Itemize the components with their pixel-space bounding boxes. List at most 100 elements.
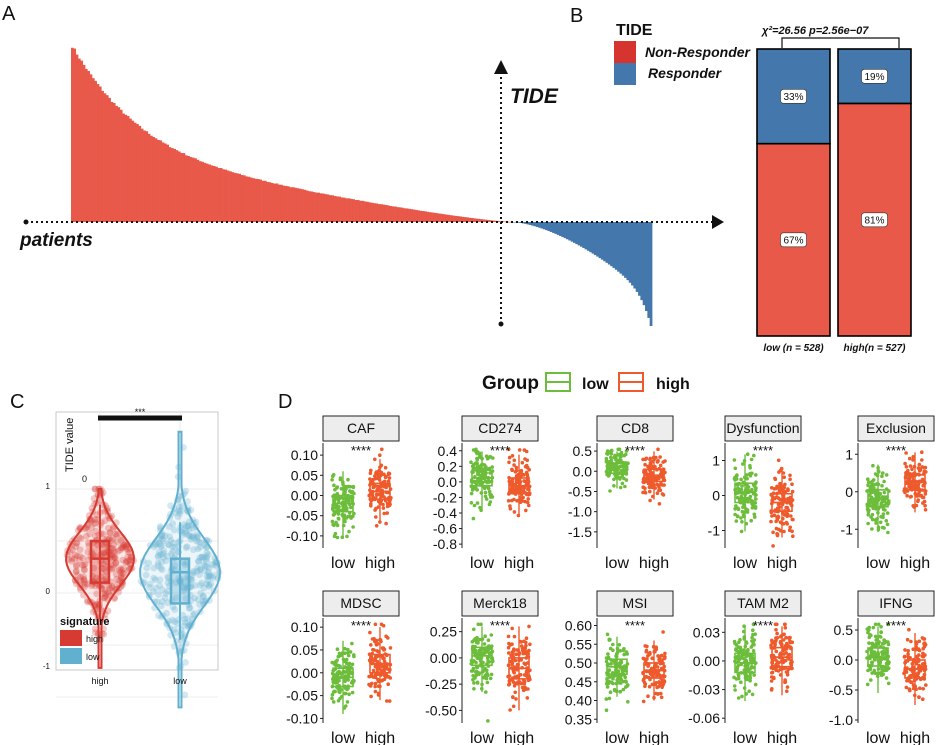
waterfall-bar — [245, 176, 249, 222]
jitter-point — [158, 532, 166, 539]
data-point — [659, 666, 664, 671]
data-point — [736, 663, 740, 668]
jitter-point — [99, 590, 107, 598]
jitter-point — [100, 594, 108, 602]
data-point — [608, 690, 613, 694]
data-point — [775, 506, 780, 511]
jitter-point — [182, 659, 189, 666]
data-point — [732, 458, 737, 462]
waterfall-bar — [375, 203, 379, 222]
waterfall-bar — [273, 183, 276, 222]
data-point — [528, 642, 532, 647]
data-point — [388, 646, 393, 650]
data-point — [485, 680, 490, 685]
waterfall-bar — [487, 219, 490, 222]
data-point — [751, 628, 755, 632]
data-point — [619, 451, 623, 456]
data-point — [657, 488, 661, 493]
data-point — [490, 495, 495, 499]
data-point — [336, 516, 341, 521]
data-point — [871, 463, 875, 468]
jitter-point — [205, 571, 213, 578]
waterfall-bar — [617, 222, 620, 272]
data-point — [739, 487, 744, 492]
data-point — [643, 486, 647, 491]
waterfall-bar — [442, 214, 446, 222]
strip-header — [596, 415, 674, 442]
data-point — [368, 471, 373, 476]
data-point — [737, 653, 741, 658]
data-point — [489, 672, 494, 677]
data-point — [784, 635, 788, 640]
data-point — [884, 676, 889, 680]
data-point — [330, 696, 334, 701]
jitter-point — [109, 545, 117, 553]
data-point — [656, 483, 661, 488]
jitter-point — [115, 566, 123, 574]
data-point — [739, 529, 744, 534]
data-point — [871, 644, 875, 648]
data-point — [382, 648, 386, 652]
data-point — [472, 681, 476, 685]
data-point — [332, 534, 337, 538]
data-point — [745, 510, 750, 514]
data-point — [908, 688, 912, 693]
data-point — [657, 681, 662, 686]
data-point — [488, 676, 493, 681]
jitter-point — [123, 557, 130, 565]
waterfall-bar — [633, 222, 637, 289]
waterfall-bar — [524, 222, 527, 224]
waterfall-bar — [254, 178, 258, 222]
data-point — [736, 645, 741, 649]
data-point — [650, 682, 655, 687]
data-point — [753, 505, 758, 509]
data-point — [774, 526, 779, 531]
data-point — [511, 695, 515, 699]
waterfall-bar — [296, 188, 300, 222]
xtick-low: low — [173, 676, 187, 686]
jitter-point — [164, 573, 172, 581]
jitter-point — [199, 593, 207, 600]
jitter-point — [156, 523, 164, 530]
waterfall-bar — [412, 209, 416, 222]
jitter-point — [68, 555, 76, 563]
data-point — [644, 456, 649, 461]
y-tick-label: 0.35 — [565, 711, 592, 727]
jitter-point — [194, 567, 201, 575]
data-point — [783, 680, 788, 684]
waterfall-bar — [196, 159, 200, 222]
data-point — [520, 685, 525, 690]
data-point — [369, 502, 373, 506]
waterfall-bar — [549, 222, 553, 232]
data-point — [343, 496, 348, 501]
y-tick-label: 0.00 — [430, 650, 457, 666]
data-point — [623, 484, 627, 489]
waterfall-bar — [338, 196, 341, 222]
jitter-point — [154, 562, 162, 570]
data-point — [519, 644, 524, 648]
jitter-point — [204, 551, 212, 558]
waterfall-bar — [396, 207, 400, 222]
data-point — [865, 682, 870, 687]
data-point — [624, 449, 629, 453]
jitter-point — [72, 568, 80, 576]
waterfall-bar — [438, 213, 441, 222]
data-point — [785, 641, 789, 646]
svg-text:33%: 33% — [783, 92, 803, 103]
data-point — [346, 477, 350, 482]
waterfall-bar — [333, 196, 337, 222]
data-point — [343, 677, 347, 682]
waterfall-bar — [405, 208, 409, 222]
jitter-point — [180, 622, 188, 630]
data-point — [650, 656, 654, 661]
data-point — [486, 480, 490, 484]
data-point — [902, 655, 907, 659]
data-point — [511, 649, 516, 653]
jitter-point — [182, 487, 190, 495]
y-tick-label: 0.4 — [438, 443, 458, 459]
data-point — [782, 475, 786, 480]
data-point — [786, 488, 790, 493]
data-point — [352, 511, 356, 516]
data-point — [510, 653, 515, 657]
jitter-point — [155, 548, 163, 556]
